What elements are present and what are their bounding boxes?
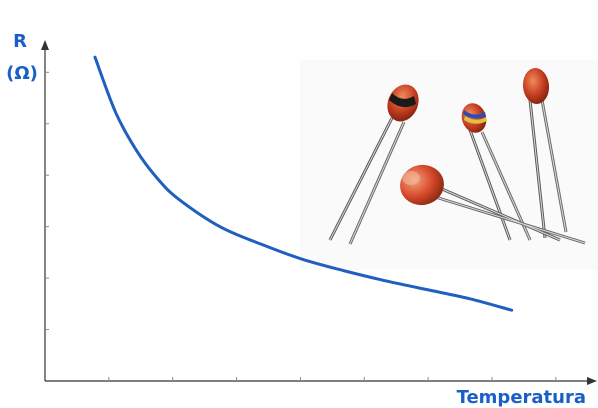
x-axis-ticks [108, 377, 557, 381]
x-axis-label: Temperatura [457, 387, 586, 408]
thermistor-d [400, 164, 586, 245]
thermistor-a [328, 84, 419, 245]
y-axis-arrow [41, 40, 49, 50]
thermistor-photo [300, 60, 598, 270]
x-axis-arrow [587, 377, 597, 385]
axes [41, 40, 597, 385]
thermistor-c [522, 68, 568, 239]
resistance-curve [93, 55, 514, 312]
y-axis-label-r: R [13, 31, 27, 52]
y-axis-ticks [45, 71, 49, 331]
y-axis-label-unit: (Ω) [6, 63, 38, 84]
